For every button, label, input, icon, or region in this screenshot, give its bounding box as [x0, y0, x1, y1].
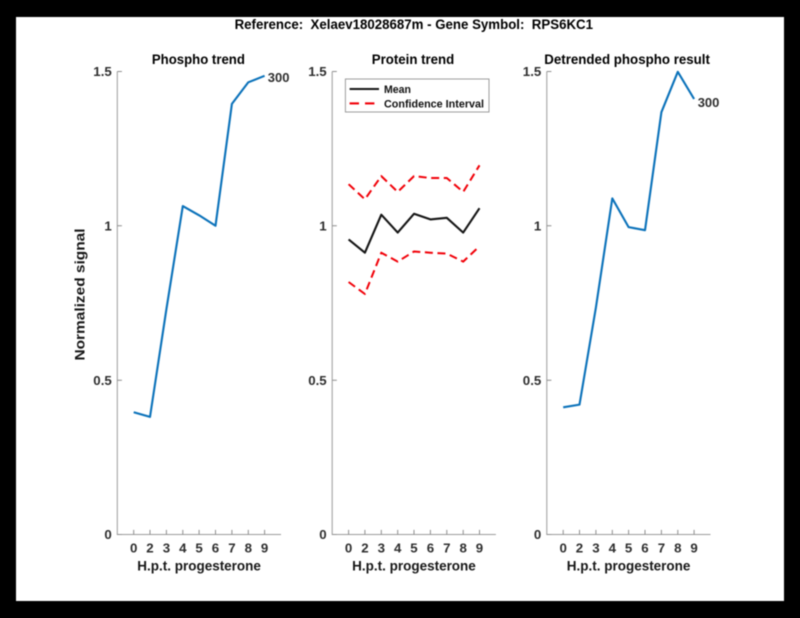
- svg-text:0: 0: [104, 527, 111, 542]
- svg-text:6: 6: [427, 541, 434, 556]
- svg-text:8: 8: [459, 541, 466, 556]
- svg-text:2: 2: [361, 541, 368, 556]
- svg-text:Confidence Interval: Confidence Interval: [384, 98, 484, 110]
- svg-text:9: 9: [476, 541, 483, 556]
- svg-text:2: 2: [146, 541, 153, 556]
- svg-text:9: 9: [690, 541, 697, 556]
- svg-text:0: 0: [534, 527, 541, 542]
- svg-text:0: 0: [130, 541, 137, 556]
- svg-text:0: 0: [319, 527, 326, 542]
- svg-text:2: 2: [576, 541, 583, 556]
- svg-text:1.5: 1.5: [523, 64, 542, 79]
- svg-text:0.5: 0.5: [523, 373, 542, 388]
- svg-text:3: 3: [378, 541, 385, 556]
- svg-text:0.5: 0.5: [93, 373, 112, 388]
- svg-text:0: 0: [559, 541, 566, 556]
- svg-text:1: 1: [104, 218, 112, 233]
- svg-text:1: 1: [534, 218, 542, 233]
- svg-text:1.5: 1.5: [93, 64, 112, 79]
- svg-text:7: 7: [228, 541, 235, 556]
- svg-text:6: 6: [212, 541, 219, 556]
- svg-text:4: 4: [609, 541, 617, 556]
- svg-text:7: 7: [658, 541, 665, 556]
- svg-text:300: 300: [268, 70, 290, 85]
- svg-text:H.p.t. progesterone: H.p.t. progesterone: [567, 559, 691, 574]
- svg-text:300: 300: [698, 95, 720, 110]
- svg-text:H.p.t. progesterone: H.p.t. progesterone: [137, 559, 261, 574]
- svg-text:5: 5: [625, 541, 633, 556]
- svg-text:3: 3: [592, 541, 599, 556]
- svg-text:4: 4: [179, 541, 187, 556]
- svg-text:9: 9: [261, 541, 268, 556]
- svg-text:Phospho trend: Phospho trend: [152, 52, 245, 67]
- svg-text:8: 8: [674, 541, 681, 556]
- svg-text:1.5: 1.5: [308, 64, 327, 79]
- svg-text:Normalized signal: Normalized signal: [72, 229, 87, 361]
- svg-text:H.p.t. progesterone: H.p.t. progesterone: [352, 559, 476, 574]
- svg-text:Protein trend: Protein trend: [372, 52, 455, 67]
- svg-text:Detrended phospho result: Detrended phospho result: [544, 52, 710, 67]
- svg-text:7: 7: [443, 541, 450, 556]
- svg-text:0.5: 0.5: [308, 373, 327, 388]
- svg-text:3: 3: [163, 541, 170, 556]
- svg-text:0: 0: [345, 541, 352, 556]
- svg-text:Reference: Xelaev18028687m -: Reference: Xelaev18028687m - Gene Symbol…: [235, 17, 594, 32]
- svg-text:4: 4: [394, 541, 402, 556]
- svg-text:Mean: Mean: [384, 84, 411, 96]
- svg-text:5: 5: [410, 541, 418, 556]
- svg-text:8: 8: [245, 541, 252, 556]
- svg-text:6: 6: [641, 541, 648, 556]
- svg-text:1: 1: [319, 218, 327, 233]
- svg-text:5: 5: [195, 541, 203, 556]
